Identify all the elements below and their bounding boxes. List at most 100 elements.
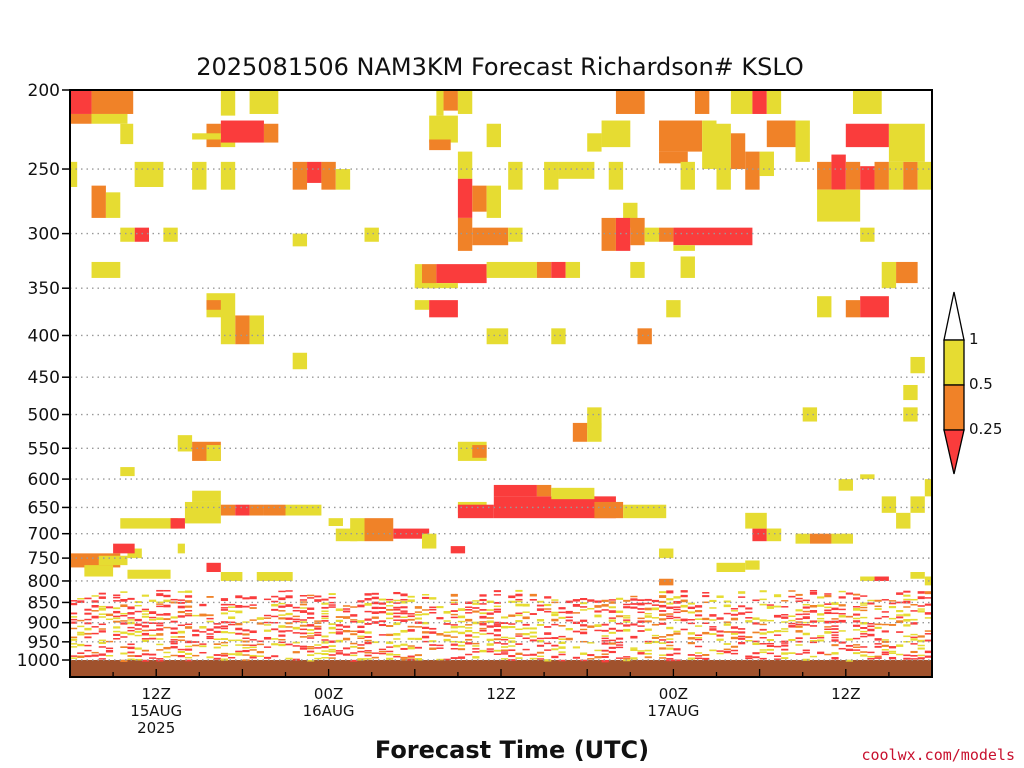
ri-cell [199,631,207,633]
ri-cell [77,625,85,628]
ri-cell [335,528,358,542]
ri-cell [824,611,832,615]
ri-cell [70,113,92,124]
ri-cell [350,630,358,633]
ri-cell [536,644,545,647]
ri-cell [184,595,193,598]
ri-cell [759,598,767,601]
ri-cell [120,612,128,615]
ri-cell [759,151,774,177]
ri-cell [414,646,422,649]
ri-cell [515,635,523,637]
ri-cell [70,602,78,606]
ri-cell [292,606,300,609]
ri-cell [888,617,897,620]
ri-cell [98,623,106,626]
ri-cell [170,620,178,623]
ri-cell [393,606,401,609]
ri-cell [321,598,329,601]
ri-cell [515,603,523,607]
ri-cell [113,626,121,629]
ri-cell [809,640,818,642]
ri-cell [651,607,660,611]
ri-cell [421,631,430,634]
ri-cell [450,599,458,601]
ri-cell [357,644,365,646]
ri-cell [149,637,157,640]
ri-cell [378,598,387,601]
ri-cell [400,629,408,633]
ri-cell [285,643,293,646]
ri-cell [177,624,185,627]
ri-cell [127,658,135,661]
ri-cell [802,613,810,615]
ri-cell [917,610,925,613]
ri-cell [421,264,437,289]
ri-cell [493,590,501,593]
ri-cell [860,622,868,625]
ri-cell [177,615,185,618]
ri-cell [781,600,789,602]
ri-cell [285,622,293,625]
ri-cell [192,490,221,502]
ri-cell [896,616,904,619]
ri-cell [637,611,645,614]
ri-cell [163,613,171,616]
ri-cell [666,644,674,647]
ri-cell [249,630,257,634]
ri-cell [867,622,875,625]
ri-cell [184,659,193,662]
ri-cell [421,640,430,643]
ri-cell [70,657,78,659]
ri-cell [623,621,631,623]
ri-cell [278,643,286,647]
ri-cell [184,640,193,644]
ri-cell [874,645,882,648]
ri-cell [845,648,853,652]
ri-cell [659,618,667,621]
ri-cell [608,639,616,642]
ri-cell [321,635,329,638]
ri-cell [378,624,387,627]
legend-swatch-above-1 [943,291,965,341]
ri-cell [407,645,415,647]
ri-cell [587,607,595,610]
ri-cell [852,644,861,646]
ri-cell [271,603,279,607]
ri-cell [220,612,229,615]
ri-cell [623,603,631,606]
ri-cell [716,617,724,620]
ri-cell [328,596,336,599]
ri-cell [860,654,868,657]
plot-area [69,89,933,678]
ri-cell [285,626,293,628]
ri-cell [781,606,789,608]
ri-cell [177,543,185,554]
ri-cell [903,624,911,627]
ri-cell [508,595,516,599]
ri-cell [831,612,839,615]
ri-cell [795,597,803,600]
ri-cell [781,616,789,619]
ri-cell [472,602,480,605]
ri-cell [536,655,545,658]
ri-cell [752,599,760,602]
ri-cell [601,637,609,640]
ri-cell [378,602,387,605]
ri-cell [486,609,494,611]
ri-cell [659,639,667,641]
y-tick-label: 400 [28,326,60,346]
ri-cell [824,594,832,598]
ri-cell [371,596,379,600]
ri-cell [120,591,128,593]
legend-level-label: 0.5 [969,375,993,393]
ri-cell [802,649,810,652]
ri-cell [314,595,322,598]
y-tick-label: 900 [28,614,60,634]
ri-cell [235,644,243,646]
ri-cell [163,651,171,654]
ri-cell [824,631,832,634]
ri-cell [364,654,372,657]
ri-cell [903,654,911,657]
ri-cell [235,639,243,642]
